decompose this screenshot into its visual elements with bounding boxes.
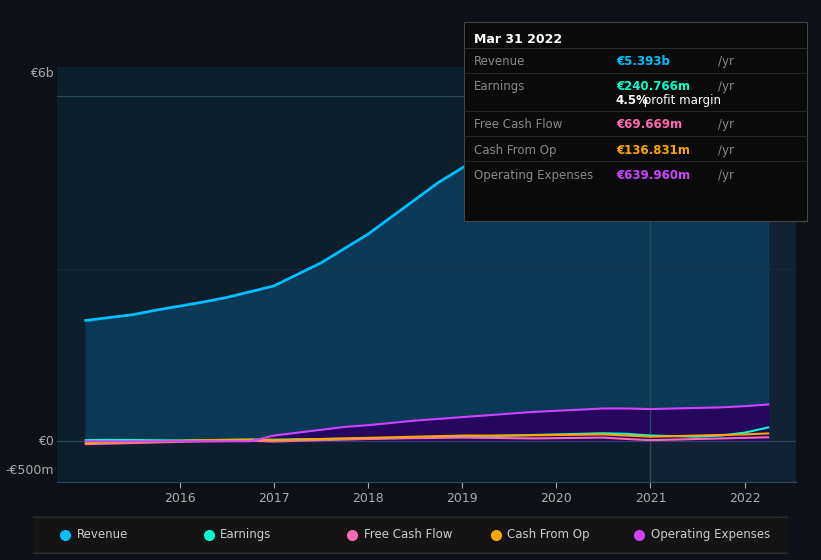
Text: /yr: /yr <box>718 55 734 68</box>
Text: Free Cash Flow: Free Cash Flow <box>474 118 562 132</box>
Text: /yr: /yr <box>718 169 734 182</box>
Text: €0: €0 <box>38 435 54 448</box>
Text: €639.960m: €639.960m <box>616 169 690 182</box>
Text: Revenue: Revenue <box>76 528 128 542</box>
Text: Free Cash Flow: Free Cash Flow <box>364 528 452 542</box>
Text: Cash From Op: Cash From Op <box>507 528 589 542</box>
Text: €69.669m: €69.669m <box>616 118 682 132</box>
Text: /yr: /yr <box>718 80 734 94</box>
Text: /yr: /yr <box>718 118 734 132</box>
Text: 4.5%: 4.5% <box>616 94 649 108</box>
Text: Cash From Op: Cash From Op <box>474 143 556 157</box>
Text: Earnings: Earnings <box>474 80 525 94</box>
Text: €240.766m: €240.766m <box>616 80 690 94</box>
Text: Earnings: Earnings <box>220 528 272 542</box>
Text: Operating Expenses: Operating Expenses <box>651 528 770 542</box>
Text: /yr: /yr <box>718 143 734 157</box>
FancyBboxPatch shape <box>25 517 796 553</box>
Text: €6b: €6b <box>30 67 54 80</box>
Text: Operating Expenses: Operating Expenses <box>474 169 593 182</box>
Text: profit margin: profit margin <box>640 94 722 108</box>
Bar <box>650 67 815 482</box>
Text: €136.831m: €136.831m <box>616 143 690 157</box>
Text: Revenue: Revenue <box>474 55 525 68</box>
Text: Mar 31 2022: Mar 31 2022 <box>474 32 562 46</box>
Text: €5.393b: €5.393b <box>616 55 670 68</box>
Text: -€500m: -€500m <box>5 464 54 477</box>
